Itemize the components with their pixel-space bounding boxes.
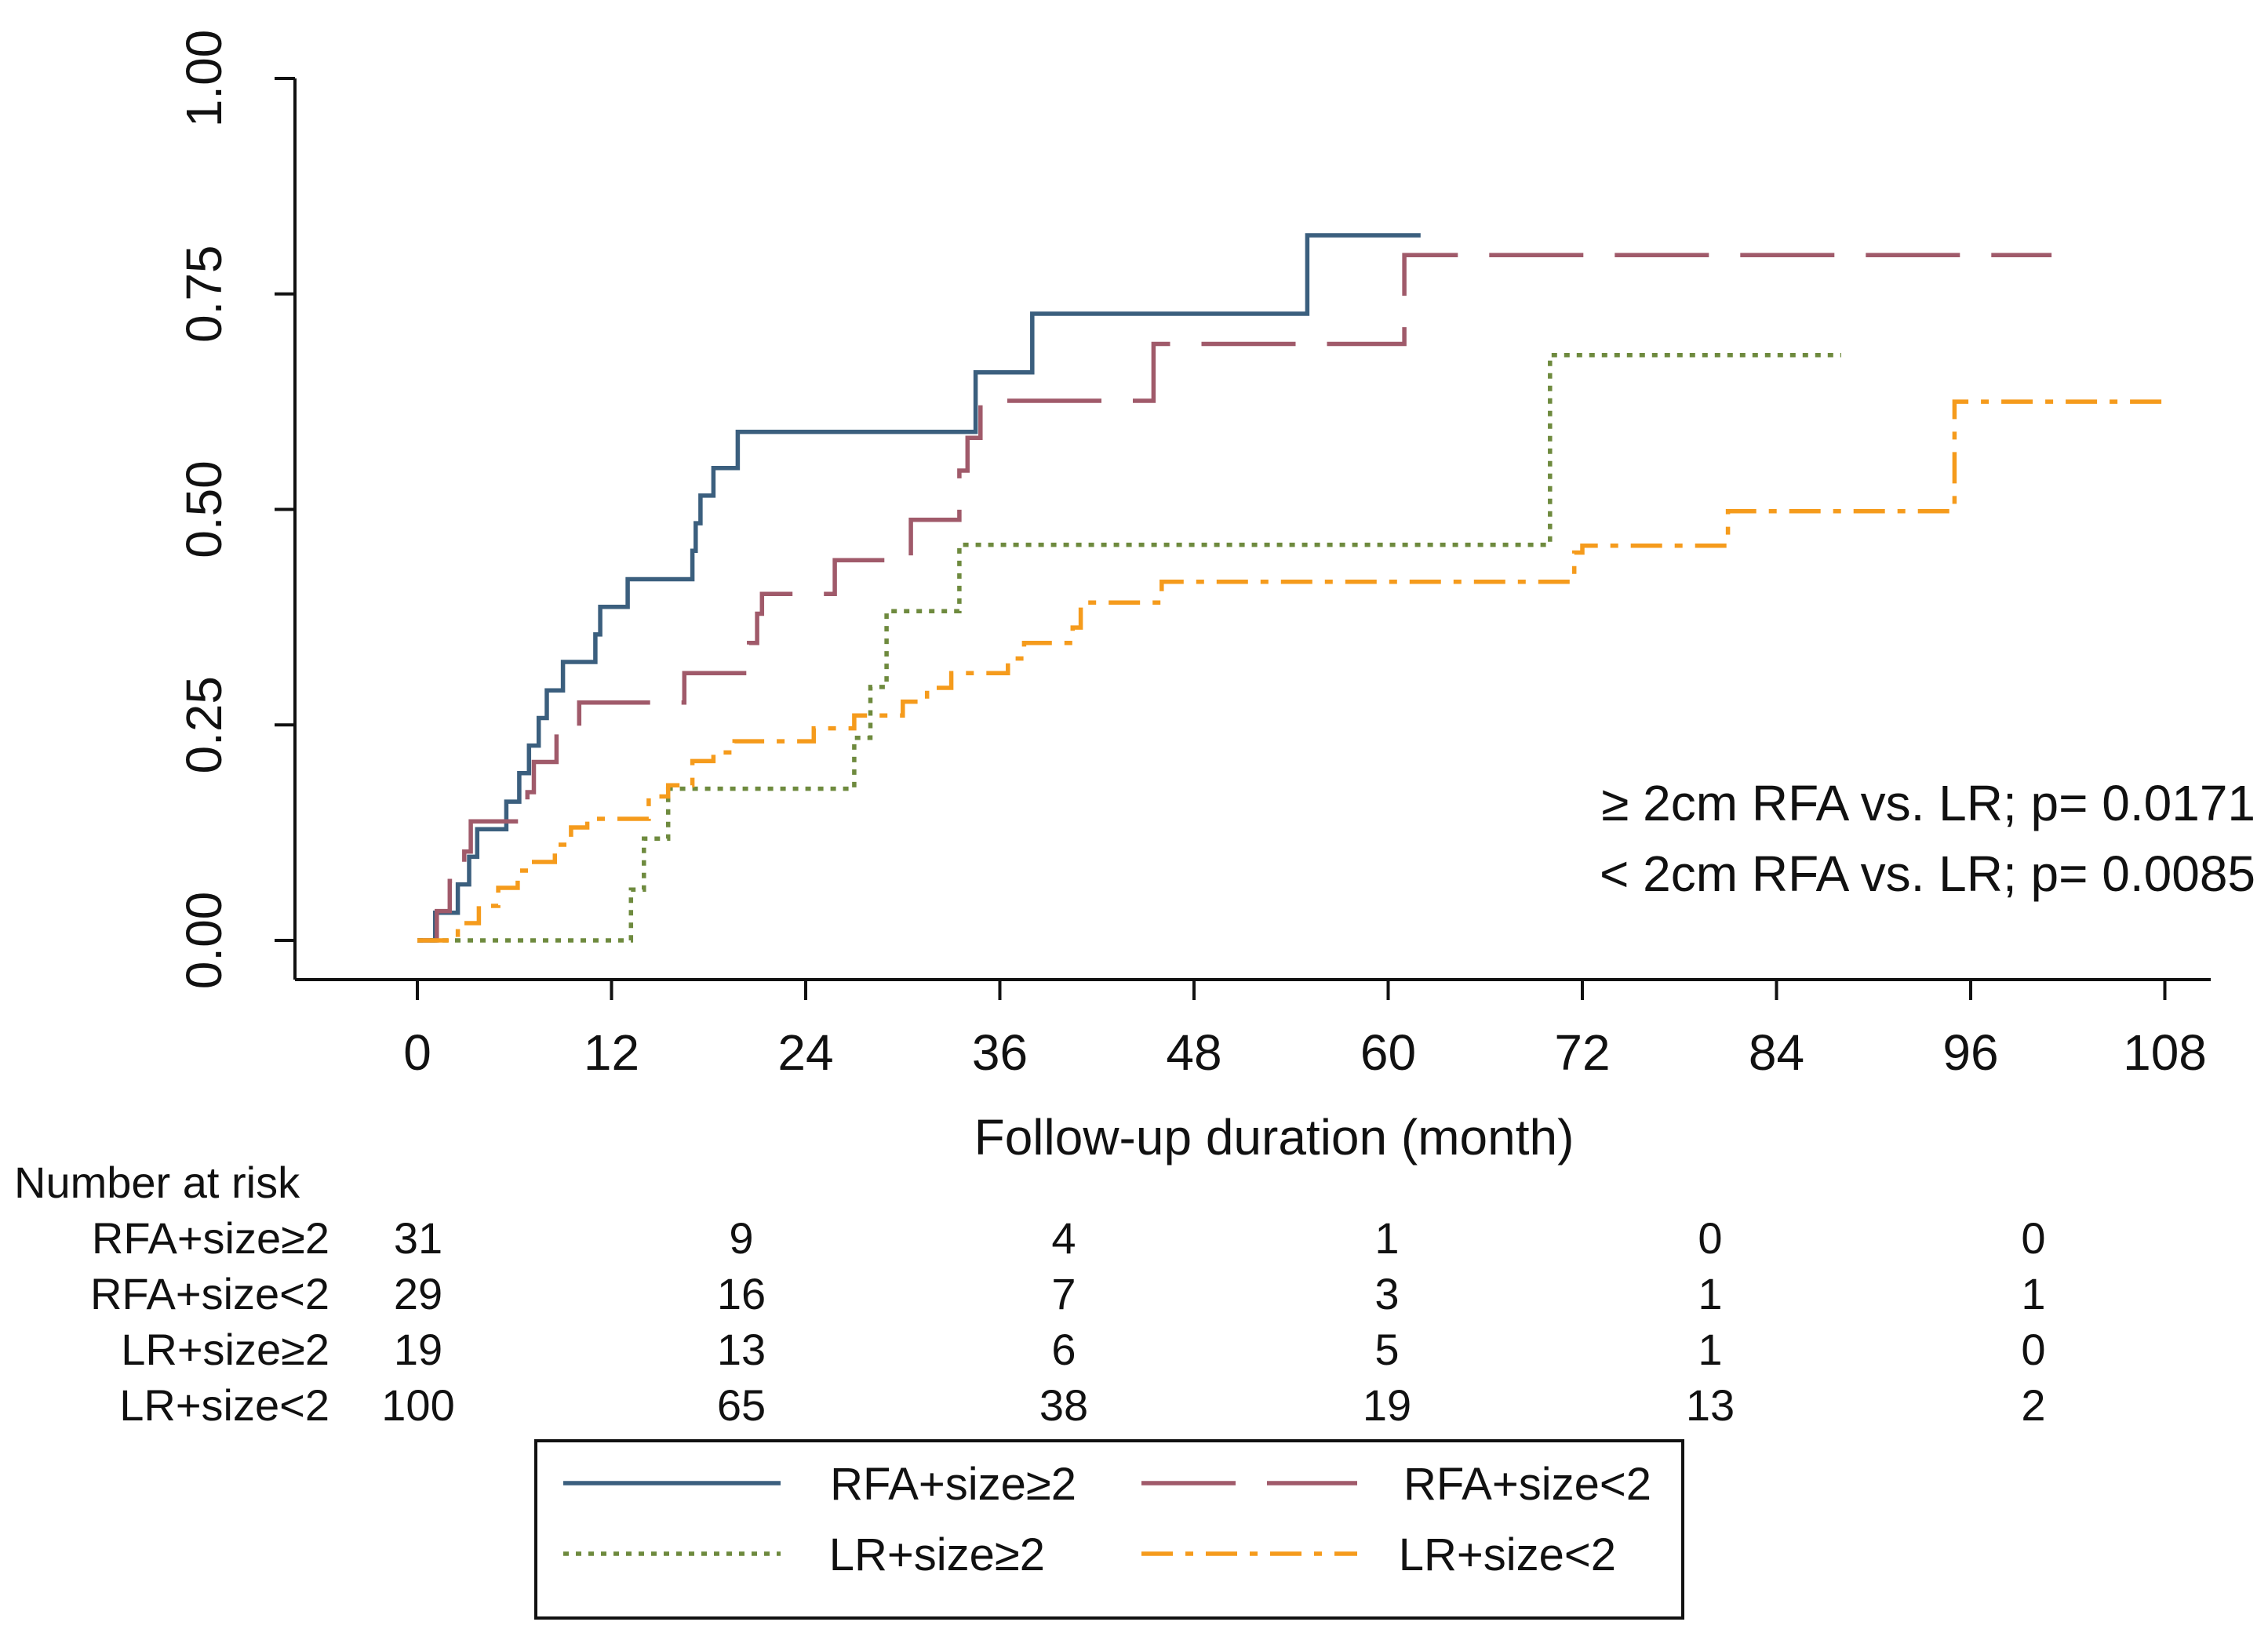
x-tick-label-7: 84 [1749,1024,1804,1081]
x-tick-label-1: 12 [584,1024,639,1081]
x-axis-title: Follow-up duration (month) [974,1109,1574,1165]
x-tick-label-2: 24 [777,1024,833,1081]
risk-count-lr-size-ge-2-4: 1 [1698,1325,1722,1374]
series-line-rfa-size-lt-2 [417,253,2052,943]
risk-count-lr-size-ge-2-3: 5 [1374,1325,1399,1374]
risk-count-rfa-size-lt-2-4: 1 [1698,1269,1722,1318]
risk-count-lr-size-ge-2-5: 0 [2021,1325,2045,1374]
x-tick-label-3: 36 [972,1024,1028,1081]
risk-count-rfa-size-ge-2-0: 31 [394,1213,442,1263]
risk-count-rfa-size-ge-2-1: 9 [729,1213,753,1263]
series-line-rfa-size-ge-2 [417,233,1421,943]
y-tick-label-2: 0.50 [176,460,232,558]
x-tick-label-0: 0 [403,1024,431,1081]
x-tick-label-4: 48 [1166,1024,1221,1081]
x-tick-label-5: 60 [1360,1024,1416,1081]
risk-count-rfa-size-ge-2-4: 0 [1698,1213,1722,1263]
legend-box [534,1439,1684,1620]
risk-count-rfa-size-lt-2-1: 16 [717,1269,766,1318]
risk-count-lr-size-lt-2-4: 13 [1686,1380,1735,1430]
series-lines [417,233,2165,943]
risk-row-label-lr-size-lt-2: LR+size<2 [119,1380,329,1430]
risk-count-rfa-size-lt-2-3: 3 [1374,1269,1399,1318]
risk-count-rfa-size-lt-2-2: 7 [1051,1269,1076,1318]
risk-row-label-rfa-size-lt-2: RFA+size<2 [90,1269,329,1318]
legend-label-rfa-size-lt-2: RFA+size<2 [1403,1459,1651,1510]
y-tick-label-3: 0.75 [176,245,232,343]
risk-count-lr-size-lt-2-1: 65 [717,1380,766,1430]
series-line-lr-size-ge-2 [417,353,1841,943]
y-tick-label-0: 0.00 [176,892,232,990]
legend-items: RFA+size≥2 RFA+size<2 LR+size≥2 LR+size<2 [563,1459,1651,1580]
risk-count-rfa-size-ge-2-3: 1 [1374,1213,1399,1263]
risk-count-lr-size-ge-2-2: 6 [1051,1325,1076,1374]
risk-count-lr-size-lt-2-2: 38 [1039,1380,1088,1430]
annotation-ge2cm: ≥ 2cm RFA vs. LR; p= 0.0171 [1601,775,2255,831]
x-axis-ticks: 0 12 24 36 48 60 72 84 96 108 [403,980,2207,1081]
risk-count-lr-size-lt-2-3: 19 [1363,1380,1411,1430]
y-tick-label-1: 0.25 [176,676,232,774]
annotations: ≥ 2cm RFA vs. LR; p= 0.0171 < 2cm RFA vs… [1600,775,2255,902]
x-tick-label-6: 72 [1554,1024,1610,1081]
y-tick-label-4: 1.00 [176,30,232,128]
x-tick-label-8: 96 [1942,1024,1998,1081]
risk-row-label-lr-size-ge-2: LR+size≥2 [121,1325,329,1374]
risk-count-lr-size-ge-2-0: 19 [394,1325,442,1374]
risk-count-lr-size-lt-2-5: 2 [2021,1380,2045,1430]
legend-label-lr-size-ge-2: LR+size≥2 [829,1529,1045,1580]
risk-count-rfa-size-lt-2-0: 29 [394,1269,442,1318]
series-line-lr-size-lt-2 [417,399,2165,943]
risk-table: Number at risk RFA+size≥2 31 9 4 1 0 0RFA+size… [14,1158,2046,1430]
risk-count-lr-size-ge-2-1: 13 [717,1325,766,1374]
plot-area: 0.00 0.25 0.50 0.75 1.00 0 12 24 36 48 60 72 84 96 10… [176,30,2211,1081]
legend: RFA+size≥2 RFA+size<2 LR+size≥2 LR+size<2 [534,1439,1684,1620]
annotation-lt2cm: < 2cm RFA vs. LR; p= 0.0085 [1600,845,2255,902]
risk-table-title: Number at risk [14,1158,300,1207]
legend-label-rfa-size-ge-2: RFA+size≥2 [830,1459,1076,1510]
risk-row-label-rfa-size-ge-2: RFA+size≥2 [92,1213,329,1263]
x-tick-label-9: 108 [2123,1024,2207,1081]
risk-count-lr-size-lt-2-0: 100 [381,1380,454,1430]
y-axis-ticks: 0.00 0.25 0.50 0.75 1.00 [176,30,295,990]
risk-count-rfa-size-ge-2-5: 0 [2021,1213,2045,1263]
risk-count-rfa-size-lt-2-5: 1 [2021,1269,2045,1318]
legend-label-lr-size-lt-2: LR+size<2 [1399,1529,1616,1580]
risk-count-rfa-size-ge-2-2: 4 [1051,1213,1076,1263]
